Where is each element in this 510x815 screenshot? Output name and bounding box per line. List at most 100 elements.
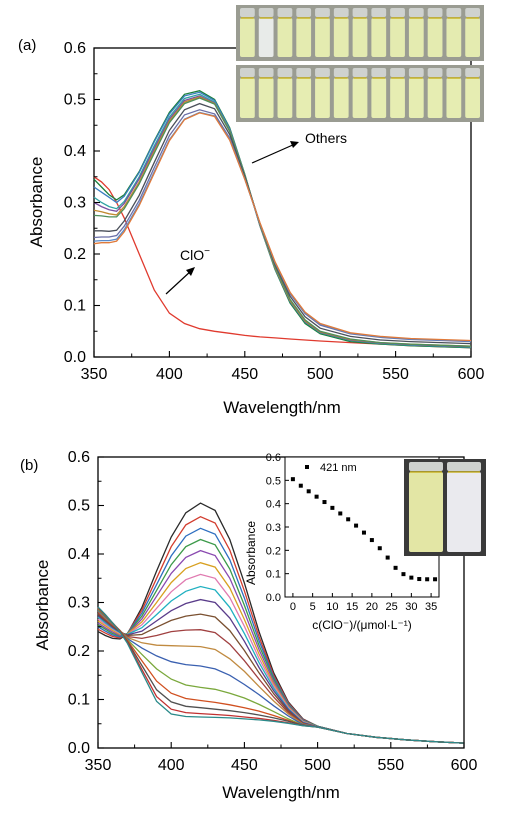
- vial-cap: [296, 68, 312, 77]
- inset-points-group: [290, 477, 438, 582]
- inset-y-tick-label: 0.1: [266, 569, 281, 581]
- vial-body: [296, 78, 312, 118]
- arrow-clo-head: [186, 267, 195, 276]
- inset-data-point: [409, 575, 414, 580]
- vial-cap: [240, 68, 255, 77]
- vial-cap: [408, 68, 424, 77]
- panel-b-x-axis-title: Wavelength/nm: [222, 783, 339, 802]
- vial-body: [315, 78, 330, 118]
- inset-x-axis: 0 5 10 15 20 25 30 35: [290, 593, 437, 613]
- vial-cap: [352, 8, 368, 17]
- inset-legend-marker: [305, 465, 309, 469]
- panel-a-y-tick-label: 0.2: [64, 246, 86, 263]
- vial-body: [408, 78, 424, 118]
- inset-x-tick-label: 20: [366, 601, 378, 613]
- panel-a-y-tick-label: 0.1: [64, 298, 86, 315]
- panel-a-series-line-9: [93, 109, 472, 343]
- inset-y-axis-title: Absorbance: [244, 521, 258, 585]
- vial-body: [296, 18, 312, 57]
- inset-x-tick-label: 0: [290, 601, 296, 613]
- panel-a-x-tick-label: 500: [307, 366, 334, 383]
- inset-y-tick-label: 0.4: [266, 499, 281, 511]
- inset-data-point: [393, 565, 398, 570]
- panel-a-x-tick-label: 600: [458, 366, 485, 383]
- vial-cap: [315, 8, 330, 17]
- inset-y-tick-label: 0.5: [266, 475, 281, 487]
- panel-b: (b) 350 400 450 500 550 600 0.00.10.20.30.40.…: [20, 449, 486, 802]
- vial-body: [352, 18, 368, 57]
- vial-body: [240, 78, 255, 118]
- inset-legend-label: 421 nm: [320, 462, 357, 474]
- vial-cap: [315, 68, 330, 77]
- inset-y-tick-label: 0.0: [266, 592, 281, 604]
- panel-a-series-line-4: [93, 93, 472, 348]
- panel-b-series-group: [97, 502, 465, 744]
- inset-vial-photo: [404, 459, 486, 556]
- vial-cap: [390, 8, 405, 17]
- inset-x-axis-title: c(ClO⁻)/(μmol·L⁻¹): [312, 618, 412, 632]
- vial-cap: [277, 8, 293, 17]
- vial-body: [277, 18, 293, 57]
- inset-data-point: [385, 555, 390, 560]
- panel-b-label: (b): [20, 457, 38, 474]
- vial-body: [352, 78, 368, 118]
- vial-body: [277, 78, 293, 118]
- panel-a-series-group: [93, 90, 472, 349]
- arrow-clo-shaft: [165, 269, 193, 295]
- vial-body: [446, 78, 462, 118]
- annotation-others-label: Others: [305, 130, 347, 146]
- inset-data-point: [290, 477, 295, 482]
- panel-a-series-line-7: [93, 97, 472, 347]
- vial-cap: [446, 8, 462, 17]
- inset-x-tick-label: 35: [425, 601, 437, 613]
- panel-b-x-tick-label: 450: [231, 757, 258, 774]
- inset-data-point: [377, 546, 382, 551]
- panel-b-series-line-11: [97, 612, 465, 744]
- arrow-others-head: [290, 141, 299, 148]
- inset-y-tick-label: 0.2: [266, 545, 281, 557]
- panel-b-inset: 0 5 10 15 20 25 30 35 0.0 0.1 0.2 0.3 0.4 0.5 0.6 c(C…: [244, 452, 486, 632]
- inset-data-point: [346, 517, 351, 522]
- vial-body: [465, 78, 480, 118]
- panel-b-y-tick-label: 0.2: [68, 643, 90, 660]
- panel-a-y-axis: 0.0 0.1 0.2 0.3 0.4 0.5 0.6: [64, 40, 100, 366]
- vial-cap: [390, 68, 405, 77]
- panel-a-y-tick-label: 0.5: [64, 92, 86, 109]
- inset-data-point: [314, 494, 319, 499]
- panel-b-y-axis: 0.0 0.1 0.2 0.3 0.4 0.5 0.6: [68, 449, 104, 757]
- vial-cap: [352, 68, 368, 77]
- panel-a-series-line-11: [93, 112, 472, 342]
- vial-body: [315, 18, 330, 57]
- panel-b-series-line-18: [97, 606, 465, 744]
- panel-a-y-axis-title: Absorbance: [27, 157, 46, 248]
- vial-cap: [371, 68, 387, 77]
- panel-b-y-tick-label: 0.1: [68, 692, 90, 709]
- vial-body: [371, 78, 387, 118]
- vial-cap: [465, 68, 480, 77]
- inset-x-tick-label: 10: [326, 601, 338, 613]
- panel-a-y-tick-label: 0.6: [64, 40, 86, 57]
- panel-a-x-tick-label: 350: [81, 366, 108, 383]
- panel-a-label: (a): [18, 37, 36, 54]
- inset-y-tick-label: 0.6: [266, 452, 281, 464]
- panel-a-series-line-8: [94, 102, 472, 345]
- vial-body: [371, 18, 387, 57]
- vial-body: [408, 18, 424, 57]
- vial-cap: [427, 68, 443, 77]
- vial-cap: [240, 8, 255, 17]
- panel-a-x-axis: 350 400 450 500 550 600: [81, 351, 485, 383]
- panel-b-series-line-10: [97, 613, 465, 744]
- panel-a-x-tick-label: 400: [156, 366, 183, 383]
- vial-body: [409, 472, 443, 552]
- panel-b-y-tick-label: 0.4: [68, 546, 90, 563]
- annotation-clo: ClO−: [165, 246, 210, 295]
- inset-data-point: [306, 489, 311, 494]
- inset-data-point: [433, 577, 438, 582]
- panel-a-y-tick-label: 0.3: [64, 195, 86, 212]
- panel-a-x-tick-label: 550: [382, 366, 409, 383]
- vial-body: [390, 18, 405, 57]
- panel-a-x-tick-label: 450: [231, 366, 258, 383]
- vial-body: [333, 78, 349, 118]
- panel-a-y-tick-label: 0.0: [64, 349, 86, 366]
